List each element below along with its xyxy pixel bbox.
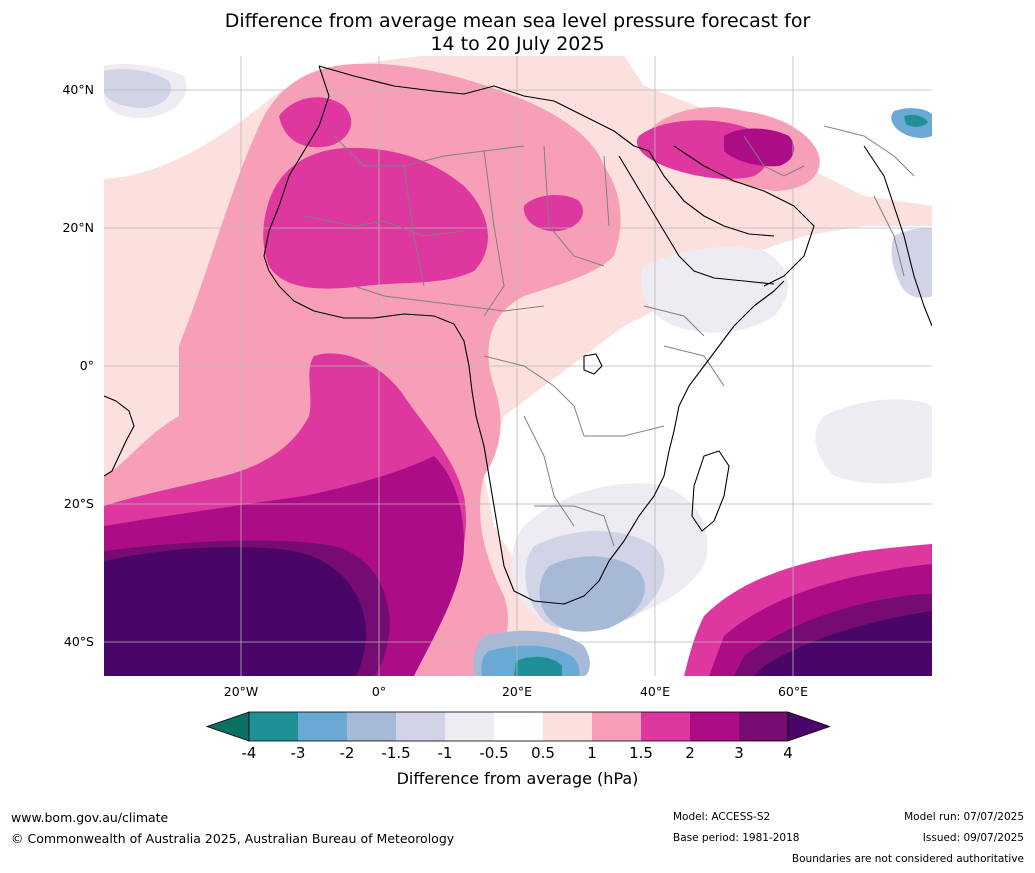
country-boundary-icon — [303, 125, 915, 547]
footer-copyright: © Commonwealth of Australia 2025, Austra… — [11, 831, 455, 846]
contour-band-4-b — [754, 611, 932, 676]
title-line-1: Difference from average mean sea level p… — [224, 10, 811, 32]
colorbar-segment — [494, 712, 543, 741]
colorbar-label: Difference from average (hPa) — [396, 769, 639, 788]
contour-band-neg1-c — [891, 227, 932, 298]
footer-website[interactable]: www.bom.gov.au/climate — [11, 810, 169, 825]
contour-band-4 — [104, 547, 367, 676]
chart-title: Difference from average mean sea level p… — [0, 10, 1035, 56]
colorbar-tick-label: -2 — [339, 744, 355, 762]
colorbar-segment — [298, 712, 347, 741]
colorbar-tick-label: 3 — [734, 744, 744, 762]
colorbar-extend-low — [206, 711, 250, 742]
lon-label-0: 0° — [371, 684, 387, 699]
colorbar-segment — [445, 712, 494, 741]
colorbar-outline — [248, 711, 789, 742]
colorbar-segment — [543, 712, 592, 741]
colorbar-tick-label: -3 — [290, 744, 306, 762]
colorbar-tick-label: -1.5 — [381, 744, 411, 762]
colorbar-segment — [592, 712, 641, 741]
lon-label-40e: 40°E — [639, 684, 671, 699]
contour-map-icon — [104, 56, 932, 676]
graticule — [104, 56, 932, 676]
colorbar-segment — [690, 712, 739, 741]
contour-band-neg1-b — [104, 69, 172, 108]
pressure-anomaly-map — [104, 56, 932, 676]
contour-band-1.5-c — [523, 194, 583, 232]
colorbar-segment — [396, 712, 445, 741]
coastline-icon — [104, 65, 932, 605]
contour-band-neg1.5 — [539, 556, 645, 632]
lat-label-20n: 20°N — [62, 220, 94, 235]
colorbar-segment — [739, 712, 788, 741]
lat-label-20s: 20°S — [63, 496, 94, 511]
lat-label-40n: 40°N — [62, 82, 94, 97]
contour-band-1.5 — [263, 147, 488, 289]
colorbar-tick-label: 1 — [587, 744, 597, 762]
contour-band-neg0.5-b — [640, 246, 788, 333]
colorbar-tick-label: -4 — [241, 744, 257, 762]
contour-band-neg3 — [514, 656, 562, 676]
footer-issued: Issued: 09/07/2025 — [922, 832, 1024, 844]
contour-band-1.5-b — [279, 97, 352, 148]
footer-disclaimer: Boundaries are not considered authoritat… — [791, 853, 1024, 865]
contour-band-neg3-b — [904, 114, 928, 127]
colorbar-segment — [249, 712, 298, 741]
footer-model: Model: ACCESS-S2 — [673, 811, 771, 823]
colorbar-segment — [347, 712, 396, 741]
colorbar-tick-label: 4 — [783, 744, 793, 762]
colorbar-legend — [206, 711, 830, 742]
lon-label-20w: 20°W — [223, 684, 259, 699]
title-line-2: 14 to 20 July 2025 — [430, 33, 605, 55]
lat-label-40s: 40°S — [63, 634, 94, 649]
footer-base-period: Base period: 1981-2018 — [673, 832, 800, 844]
lat-label-equator: 0° — [79, 358, 94, 373]
colorbar-tick-label: -1 — [437, 744, 453, 762]
lon-label-20e: 20°E — [501, 684, 533, 699]
colorbar-tick-label: 2 — [685, 744, 695, 762]
colorbar-tick-label: 1.5 — [629, 744, 653, 762]
colorbar-tick-label: 0.5 — [531, 744, 555, 762]
footer-model-run: Model run: 07/07/2025 — [904, 811, 1024, 823]
colorbar-extend-high — [787, 711, 830, 742]
contour-band-neg0.5-c — [815, 399, 932, 484]
lon-label-60e: 60°E — [777, 684, 809, 699]
contour-band-2-b — [724, 128, 795, 167]
colorbar-tick-label: -0.5 — [479, 744, 509, 762]
colorbar-segment — [641, 712, 690, 741]
